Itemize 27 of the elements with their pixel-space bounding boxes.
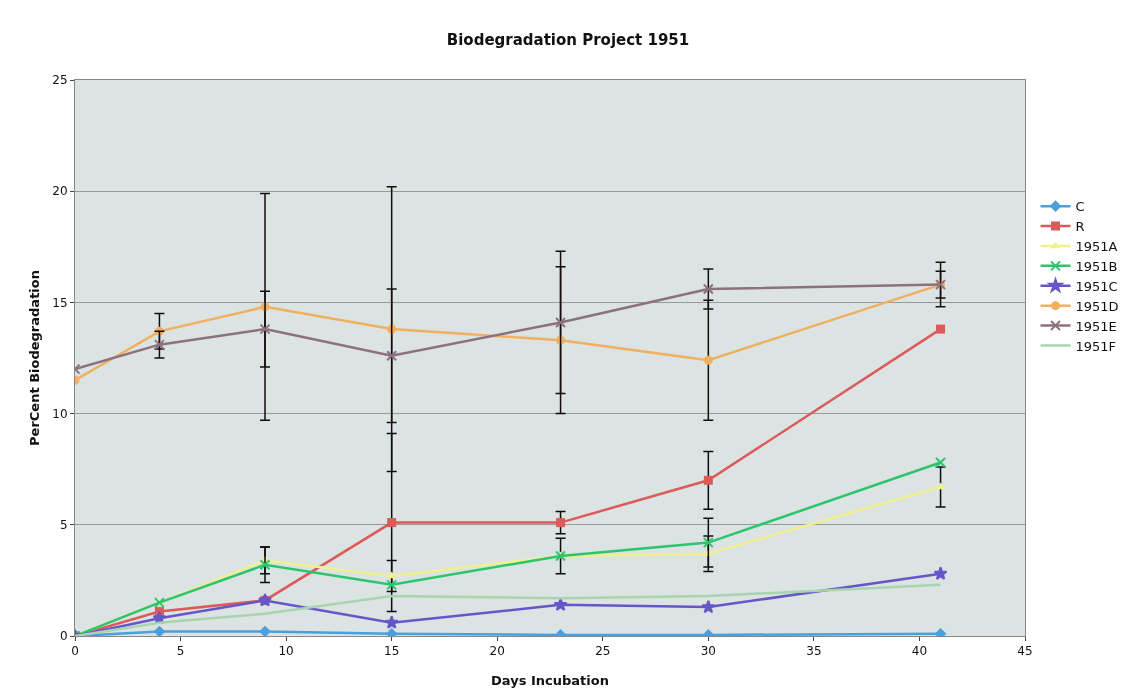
x-tick-label: 15 <box>384 644 400 659</box>
y-tick-label: 25 <box>52 73 68 88</box>
y-axis-title: PerCent Biodegradation <box>27 270 42 446</box>
x-tick-label: 40 <box>911 644 928 659</box>
legend-label: 1951D <box>1075 298 1119 314</box>
legend-label: 1951B <box>1075 258 1118 274</box>
y-tick-label: 0 <box>59 629 68 644</box>
legend-label: 1951F <box>1075 338 1117 354</box>
legend-label: R <box>1075 219 1085 235</box>
y-tick-label: 10 <box>52 406 68 421</box>
chart-title: Biodegradation Project 1951 <box>446 31 690 50</box>
y-tick-label: 20 <box>52 184 68 199</box>
legend-label: 1951C <box>1075 278 1118 294</box>
x-tick-label: 5 <box>176 644 185 659</box>
x-tick-label: 10 <box>278 644 294 659</box>
y-tick-label: 5 <box>59 518 68 532</box>
legend-label: C <box>1075 199 1085 215</box>
x-tick-label: 30 <box>700 644 716 659</box>
x-tick-label: 20 <box>489 644 505 659</box>
legend-label: 1951A <box>1075 239 1118 255</box>
legend-label: 1951E <box>1075 318 1117 334</box>
x-axis-title: Days Incubation <box>491 673 609 688</box>
x-tick-label: 0 <box>71 644 79 659</box>
x-tick-label: 25 <box>595 644 611 659</box>
x-tick-label: 45 <box>1017 644 1033 659</box>
y-tick-label: 15 <box>52 295 68 310</box>
x-tick-label: 35 <box>806 644 822 659</box>
